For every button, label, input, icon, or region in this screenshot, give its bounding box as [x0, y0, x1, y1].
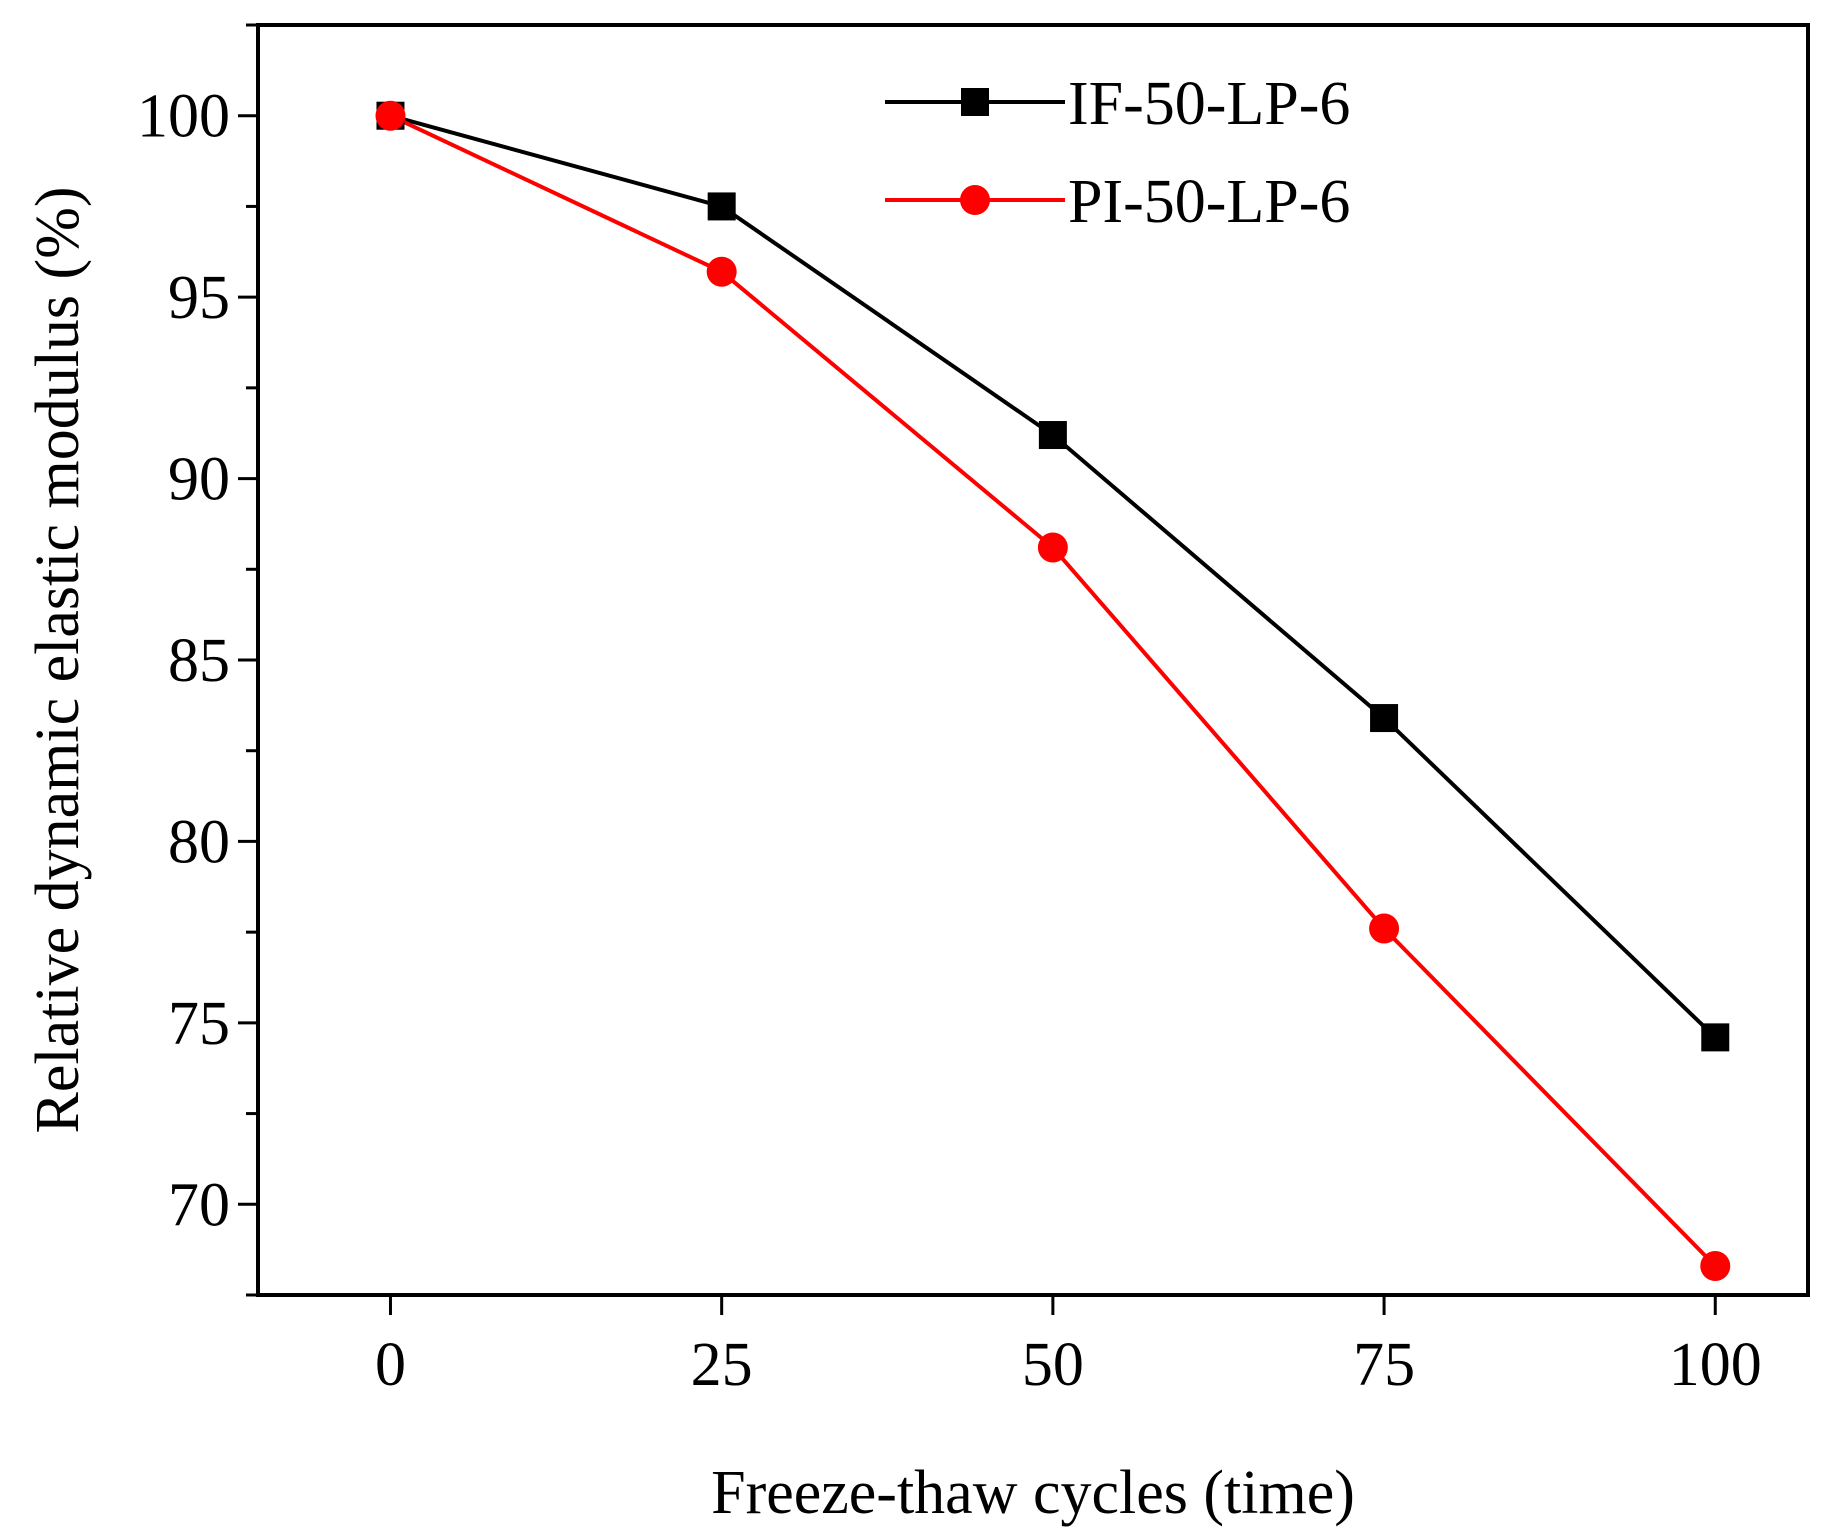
legend-label-if-50-lp-6: IF-50-LP-6: [1068, 70, 1350, 138]
plot-frame: [256, 23, 1810, 1297]
y-tick-label: 85: [168, 627, 230, 695]
data-point-pi-50-lp-6: [375, 100, 406, 131]
data-point-if-50-lp-6: [1038, 421, 1067, 450]
data-point-if-50-lp-6: [1701, 1023, 1730, 1052]
y-tick-label: 75: [168, 990, 230, 1058]
data-point-pi-50-lp-6: [1037, 532, 1068, 563]
x-tick-label: 25: [691, 1331, 753, 1399]
legend: IF-50-LP-6 PI-50-LP-6: [885, 70, 1350, 236]
data-point-pi-50-lp-6: [1700, 1250, 1731, 1281]
data-point-pi-50-lp-6: [706, 256, 737, 287]
y-tick-label: 70: [168, 1171, 230, 1239]
y-tick-label: 95: [168, 264, 230, 332]
data-point-if-50-lp-6: [707, 192, 736, 221]
legend-marker-if-50-lp-6: [961, 88, 989, 116]
y-tick-label: 100: [137, 83, 230, 151]
axis-ticks: 0 25 50 75 100 70 75 80 85 90 95 100: [137, 23, 1762, 1399]
y-axis-label: Relative dynamic elastic modulus (%): [24, 187, 92, 1134]
data-point-if-50-lp-6: [1370, 704, 1399, 733]
data-markers: [375, 100, 1731, 1281]
legend-marker-pi-50-lp-6: [960, 185, 990, 215]
series-lines: [389, 113, 1717, 1268]
legend-label-pi-50-lp-6: PI-50-LP-6: [1068, 168, 1350, 236]
series-line-if-50-lp-6: [389, 113, 1717, 1039]
x-axis-label: Freeze-thaw cycles (time): [711, 1459, 1355, 1527]
x-tick-label: 100: [1669, 1331, 1762, 1399]
y-tick-label: 80: [168, 808, 230, 876]
x-tick-label: 50: [1022, 1331, 1084, 1399]
data-point-pi-50-lp-6: [1369, 913, 1400, 944]
x-tick-label: 75: [1353, 1331, 1415, 1399]
series-line-pi-50-lp-6: [389, 113, 1717, 1268]
x-tick-label: 0: [375, 1331, 406, 1399]
y-tick-label: 90: [168, 446, 230, 514]
